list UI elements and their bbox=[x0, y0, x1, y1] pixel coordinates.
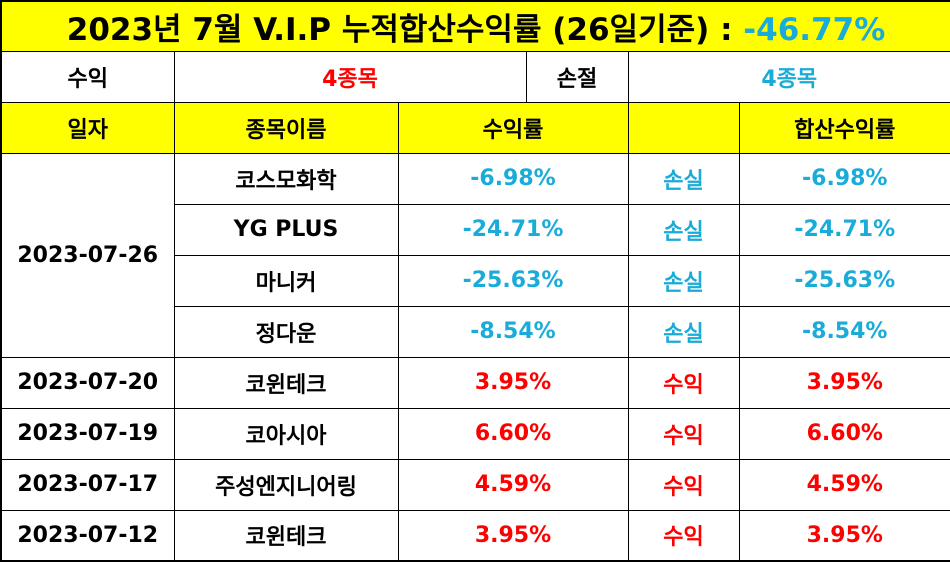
row-date: 2023-07-19 bbox=[0, 407, 175, 460]
table-row: 2023-07-19 코아시아 6.60% 수익 6.60% bbox=[0, 407, 950, 460]
stock-name: 마니커 bbox=[173, 254, 399, 307]
stock-status: 수익 bbox=[627, 458, 740, 511]
stock-cumulative: 3.95% bbox=[738, 356, 950, 409]
stock-cumulative: -6.98% bbox=[738, 152, 950, 205]
title-row: 2023년 7월 V.I.P 누적합산수익률 (26일기준) : -46.77% bbox=[0, 0, 950, 52]
stock-status: 수익 bbox=[627, 509, 740, 562]
profit-count: 4종목 bbox=[173, 50, 527, 103]
stock-status: 수익 bbox=[627, 407, 740, 460]
row-date-group: 2023-07-26 bbox=[0, 152, 175, 358]
stock-name: 코윈테크 bbox=[173, 356, 399, 409]
table-row: 2023-07-17 주성엔지니어링 4.59% 수익 4.59% bbox=[0, 458, 950, 511]
table-row: 정다운 -8.54% 손실 -8.54% bbox=[1, 305, 950, 358]
stock-name: 주성엔지니어링 bbox=[173, 458, 399, 511]
stock-status: 수익 bbox=[627, 356, 740, 409]
row-date: 2023-07-20 bbox=[0, 356, 175, 409]
stock-cumulative: 3.95% bbox=[738, 509, 950, 562]
stock-status: 손실 bbox=[627, 305, 740, 358]
title-cumulative-return: -46.77% bbox=[743, 11, 886, 48]
stock-return: 3.95% bbox=[397, 356, 629, 409]
table-row: 2023-07-26 코스모화학 -6.98% 손실 -6.98% bbox=[0, 152, 950, 358]
stock-return: 4.59% bbox=[397, 458, 629, 511]
table-row: 2023-07-12 코윈테크 3.95% 수익 3.95% bbox=[0, 509, 950, 562]
stock-return: -25.63% bbox=[397, 254, 629, 307]
stock-status: 손실 bbox=[627, 203, 740, 256]
stock-name: 코아시아 bbox=[173, 407, 399, 460]
header-row: 일자 종목이름 수익률 합산수익률 bbox=[0, 101, 950, 154]
stock-name: YG PLUS bbox=[173, 203, 399, 256]
stock-return: -8.54% bbox=[397, 305, 629, 358]
stock-cumulative: -8.54% bbox=[738, 305, 950, 358]
stock-name: 코스모화학 bbox=[173, 152, 399, 205]
loss-label: 손절 bbox=[525, 50, 629, 103]
stock-name: 정다운 bbox=[173, 305, 399, 358]
title-text: 2023년 7월 V.I.P 누적합산수익률 (26일기준) : bbox=[66, 11, 744, 48]
stock-name: 코윈테크 bbox=[173, 509, 399, 562]
header-date: 일자 bbox=[0, 101, 175, 154]
stock-cumulative: 4.59% bbox=[738, 458, 950, 511]
table-row: 마니커 -25.63% 손실 -25.63% bbox=[1, 254, 950, 307]
row-date: 2023-07-17 bbox=[0, 458, 175, 511]
row-date: 2023-07-12 bbox=[0, 509, 175, 562]
loss-count: 4종목 bbox=[627, 50, 950, 103]
header-blank bbox=[627, 101, 740, 154]
stock-return: 3.95% bbox=[397, 509, 629, 562]
stock-return: -24.71% bbox=[397, 203, 629, 256]
header-return: 수익률 bbox=[397, 101, 629, 154]
stock-return: 6.60% bbox=[397, 407, 629, 460]
stock-status: 손실 bbox=[627, 152, 740, 205]
stock-return: -6.98% bbox=[397, 152, 629, 205]
table-row: 2023-07-20 코윈테크 3.95% 수익 3.95% bbox=[0, 356, 950, 409]
stock-cumulative: 6.60% bbox=[738, 407, 950, 460]
header-name: 종목이름 bbox=[173, 101, 399, 154]
page-title: 2023년 7월 V.I.P 누적합산수익률 (26일기준) : -46.77% bbox=[0, 0, 950, 52]
stock-cumulative: -25.63% bbox=[738, 254, 950, 307]
summary-row: 수익 4종목 손절 4종목 bbox=[0, 50, 950, 103]
header-cumulative: 합산수익률 bbox=[738, 101, 950, 154]
profit-label: 수익 bbox=[0, 50, 175, 103]
stock-cumulative: -24.71% bbox=[738, 203, 950, 256]
stock-status: 손실 bbox=[627, 254, 740, 307]
